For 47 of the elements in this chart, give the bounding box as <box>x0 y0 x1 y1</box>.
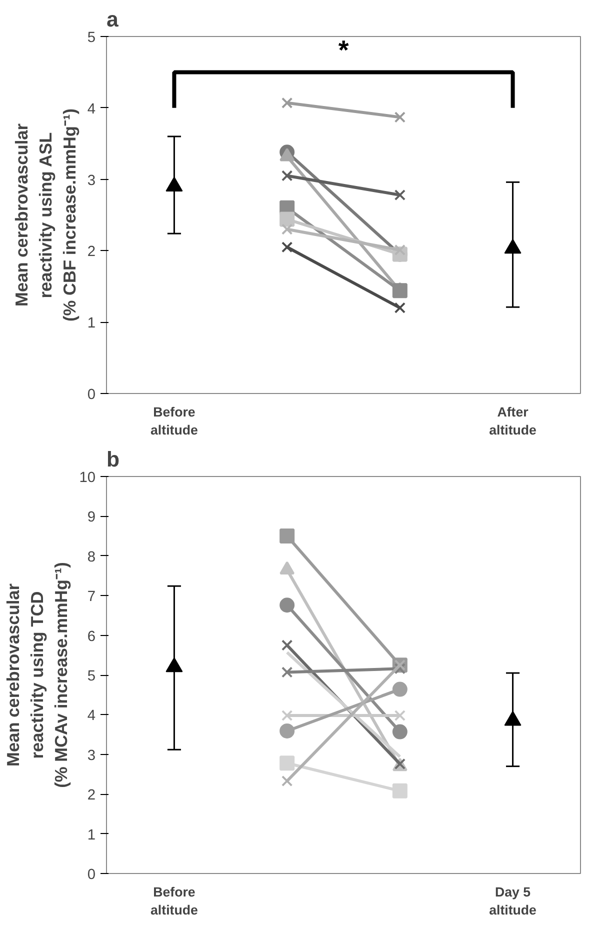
point <box>281 710 293 722</box>
point <box>280 598 295 613</box>
point <box>281 224 293 235</box>
y-tick-label: 6 <box>87 628 96 645</box>
y-tick-label: 2 <box>87 244 96 260</box>
point <box>281 775 293 787</box>
point <box>280 756 295 771</box>
y-tick-label: 4 <box>87 708 96 724</box>
point <box>392 724 408 740</box>
point <box>394 189 406 201</box>
y-tick-label: 1 <box>87 316 96 332</box>
x-tick-label: Day 5 altitude <box>489 884 536 918</box>
y-tick-label: 4 <box>87 101 96 118</box>
point <box>281 640 293 651</box>
y-tick-label: 3 <box>87 172 96 189</box>
y-tick-label: 2 <box>87 788 96 804</box>
point <box>394 710 406 722</box>
y-tick-label: 8 <box>87 549 96 566</box>
annotation: * <box>338 35 350 66</box>
point <box>281 242 293 253</box>
y-tick-label: 0 <box>87 867 96 883</box>
point <box>281 170 293 182</box>
x-tick-label: Before altitude <box>150 884 198 918</box>
point <box>280 212 295 227</box>
point <box>281 666 293 678</box>
x-tick-label: After altitude <box>489 404 536 438</box>
y-tick-label: 7 <box>87 589 96 606</box>
y-tick-label: 0 <box>87 387 96 403</box>
y-axis-title: Mean cerebrovascular reactivity using TCD (% MCAv increase.mmHg⁻¹) <box>3 562 72 788</box>
point <box>394 112 406 123</box>
y-tick-label: 5 <box>87 30 96 46</box>
x-tick-label: Before altitude <box>150 404 198 438</box>
point <box>392 682 408 697</box>
point <box>392 283 408 298</box>
y-tick-label: 10 <box>79 470 96 486</box>
y-tick-label: 5 <box>87 668 96 684</box>
point <box>280 723 295 738</box>
chart-title: a <box>106 8 118 32</box>
point <box>392 783 408 798</box>
y-axis-title: Mean cerebrovascular reactivity using ASL (% CBF increase.mmHg⁻¹) <box>11 108 80 322</box>
y-tick-label: 9 <box>87 510 96 526</box>
y-tick-label: 1 <box>87 827 96 844</box>
chart-title: b <box>106 448 120 472</box>
y-tick-label: 3 <box>87 748 96 764</box>
point <box>394 302 406 314</box>
point <box>281 97 293 108</box>
point <box>280 528 295 544</box>
